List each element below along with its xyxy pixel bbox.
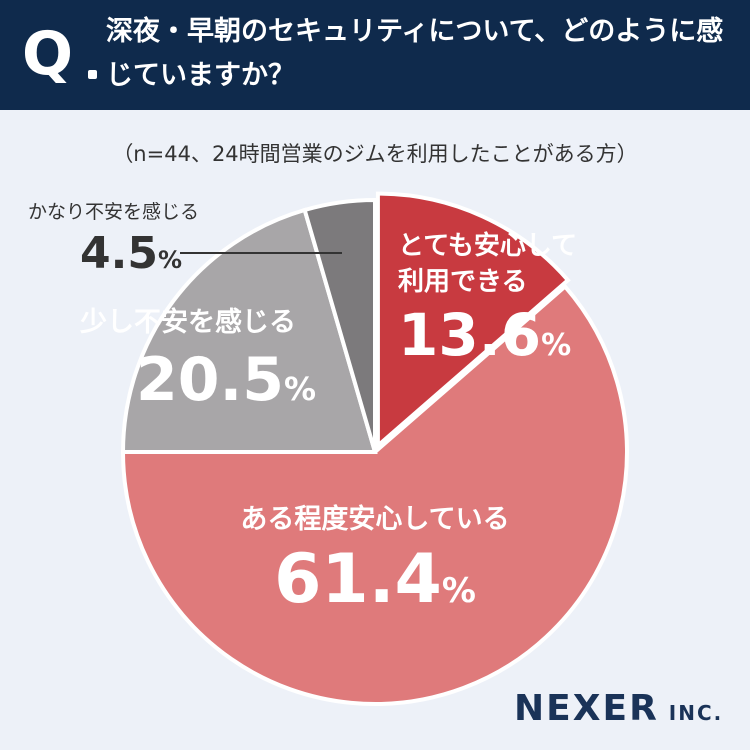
label-very-anxious: かなり不安を感じる 4.5%	[28, 198, 199, 288]
unit-label: %	[541, 328, 572, 363]
slice-label-line1: ある程度安心している	[240, 504, 510, 535]
slice-label-line1: とても安心して	[398, 231, 578, 261]
leader-line	[180, 252, 342, 254]
slice-label-line2: 利用できる	[398, 267, 528, 297]
slice-label-line1: かなり不安を感じる	[28, 201, 200, 223]
header-banner: Q 深夜・早朝のセキュリティについて、どのように感じていますか？	[0, 0, 750, 110]
label-somewhat-safe: ある程度安心している 61.4%	[0, 500, 750, 631]
question-text: 深夜・早朝のセキュリティについて、どのように感じていますか？	[106, 16, 724, 91]
logo-suffix: INC.	[668, 701, 724, 725]
value-label: 20.5	[136, 345, 285, 415]
slice-very-anxious	[302, 197, 377, 453]
value-label: 61.4	[274, 540, 442, 619]
q-dot	[88, 70, 97, 79]
sample-note: （n=44、24時間営業のジムを利用したことがある方）	[112, 142, 638, 166]
value-label: 4.5	[80, 228, 158, 279]
value-label: 13.6	[398, 301, 542, 369]
q-mark: Q	[22, 19, 74, 89]
unit-label: %	[157, 246, 182, 274]
unit-label: %	[284, 370, 317, 408]
logo-main: NEXER	[514, 688, 659, 729]
label-very-safe: とても安心して 利用できる 13.6%	[398, 228, 577, 381]
slice-somewhat-safe	[120, 283, 629, 706]
slice-very-safe	[375, 191, 571, 451]
nexer-logo: NEXER INC.	[514, 688, 723, 729]
slice-somewhat-anxious	[120, 207, 378, 454]
unit-label: %	[441, 571, 476, 611]
slice-label-line1: 少し不安を感じる	[80, 307, 296, 338]
label-somewhat-anxious: 少し不安を感じる 20.5%	[80, 304, 316, 427]
